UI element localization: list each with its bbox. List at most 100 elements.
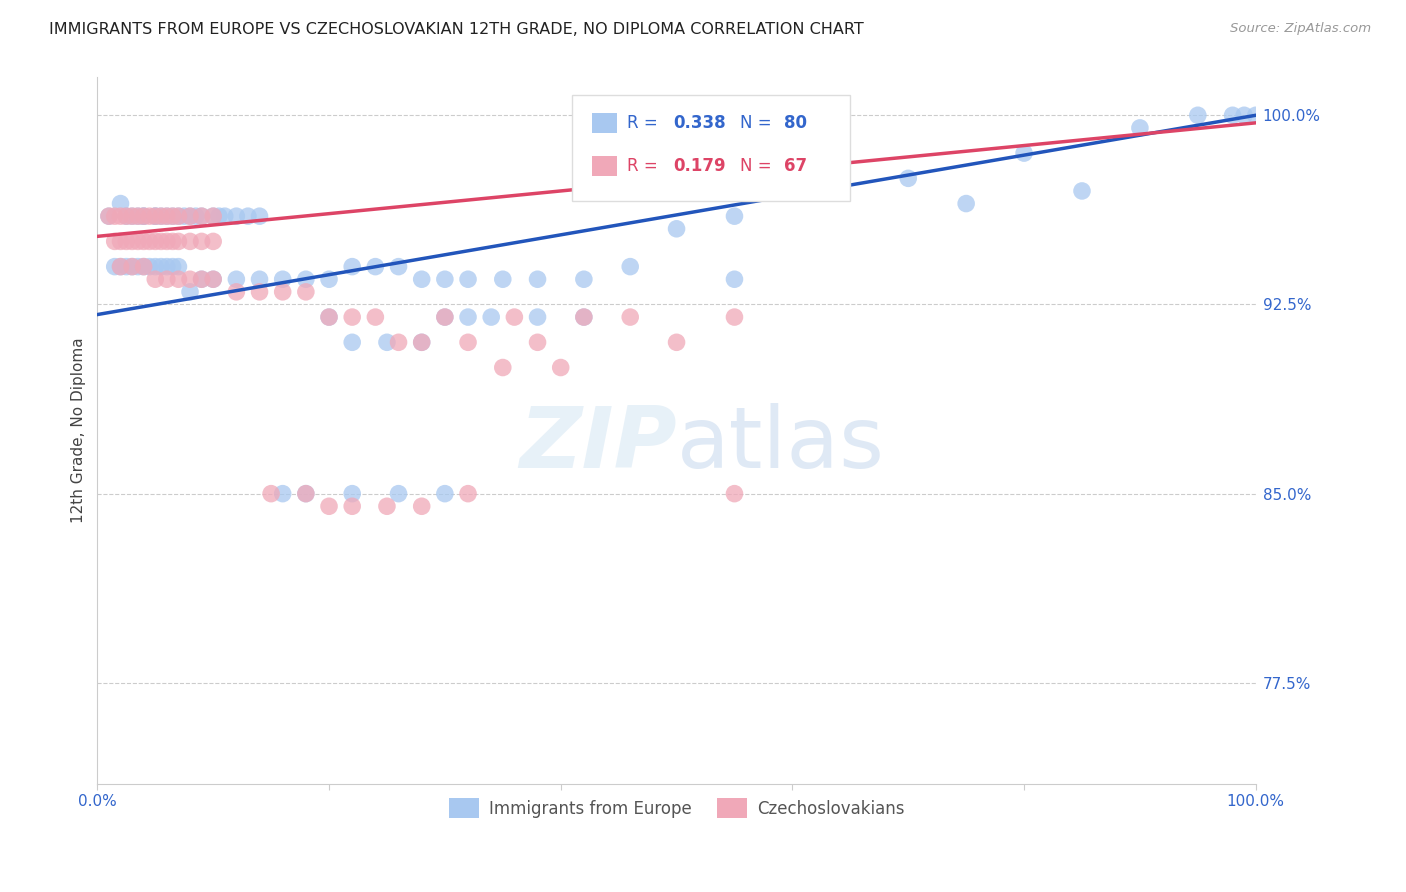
Text: Source: ZipAtlas.com: Source: ZipAtlas.com	[1230, 22, 1371, 36]
Point	[184, 209, 207, 223]
Point	[723, 310, 745, 324]
Point	[457, 335, 479, 350]
Point	[190, 209, 212, 223]
Point	[271, 486, 294, 500]
Point	[225, 209, 247, 223]
Point	[723, 209, 745, 223]
Point	[387, 486, 409, 500]
Point	[132, 209, 155, 223]
Point	[202, 235, 225, 249]
Point	[121, 260, 143, 274]
Point	[190, 235, 212, 249]
Point	[132, 260, 155, 274]
Point	[115, 260, 138, 274]
Text: N =: N =	[741, 157, 778, 175]
FancyBboxPatch shape	[592, 156, 617, 176]
Point	[271, 285, 294, 299]
Point	[526, 335, 548, 350]
Point	[492, 360, 515, 375]
Point	[156, 209, 179, 223]
Point	[723, 486, 745, 500]
Text: 0.338: 0.338	[673, 114, 725, 132]
Point	[150, 209, 173, 223]
Point	[179, 235, 201, 249]
Point	[110, 260, 132, 274]
Point	[143, 209, 166, 223]
Point	[249, 209, 271, 223]
Point	[104, 260, 127, 274]
Point	[121, 209, 143, 223]
Point	[202, 272, 225, 286]
Point	[236, 209, 259, 223]
Point	[190, 209, 212, 223]
Point	[162, 260, 184, 274]
Point	[1129, 120, 1152, 135]
Point	[364, 260, 387, 274]
Point	[572, 310, 595, 324]
Point	[457, 310, 479, 324]
Text: atlas: atlas	[676, 403, 884, 486]
Point	[115, 235, 138, 249]
Point	[1244, 108, 1267, 122]
Point	[249, 285, 271, 299]
Point	[127, 235, 149, 249]
Point	[340, 486, 363, 500]
Point	[318, 272, 340, 286]
Point	[156, 235, 179, 249]
FancyBboxPatch shape	[572, 95, 851, 201]
Point	[340, 500, 363, 514]
Text: IMMIGRANTS FROM EUROPE VS CZECHOSLOVAKIAN 12TH GRADE, NO DIPLOMA CORRELATION CHA: IMMIGRANTS FROM EUROPE VS CZECHOSLOVAKIA…	[49, 22, 863, 37]
Point	[132, 260, 155, 274]
Point	[526, 272, 548, 286]
Point	[162, 235, 184, 249]
Point	[162, 209, 184, 223]
Point	[202, 209, 225, 223]
Point	[260, 486, 283, 500]
Point	[572, 272, 595, 286]
Point	[104, 235, 127, 249]
Point	[1071, 184, 1094, 198]
Point	[132, 209, 155, 223]
Point	[127, 209, 149, 223]
Point	[340, 335, 363, 350]
Point	[143, 235, 166, 249]
Point	[97, 209, 120, 223]
Point	[225, 272, 247, 286]
Point	[121, 235, 143, 249]
Point	[167, 209, 190, 223]
Point	[295, 285, 318, 299]
Point	[433, 310, 456, 324]
Point	[665, 221, 688, 235]
Point	[723, 272, 745, 286]
Point	[411, 335, 433, 350]
Point	[433, 272, 456, 286]
Point	[503, 310, 526, 324]
Point	[179, 209, 201, 223]
Point	[132, 209, 155, 223]
Point	[1222, 108, 1244, 122]
Point	[121, 260, 143, 274]
Point	[208, 209, 231, 223]
Point	[411, 335, 433, 350]
Point	[143, 260, 166, 274]
Point	[375, 500, 398, 514]
Point	[97, 209, 120, 223]
Point	[318, 500, 340, 514]
Point	[143, 209, 166, 223]
Point	[121, 209, 143, 223]
Point	[411, 272, 433, 286]
Point	[249, 272, 271, 286]
Point	[138, 209, 160, 223]
Point	[173, 209, 195, 223]
Point	[156, 272, 179, 286]
Point	[897, 171, 920, 186]
Point	[955, 196, 977, 211]
Point	[572, 310, 595, 324]
Point	[110, 235, 132, 249]
Legend: Immigrants from Europe, Czechoslovakians: Immigrants from Europe, Czechoslovakians	[443, 791, 911, 825]
Point	[110, 196, 132, 211]
Point	[202, 209, 225, 223]
Point	[295, 486, 318, 500]
Point	[364, 310, 387, 324]
Point	[167, 209, 190, 223]
